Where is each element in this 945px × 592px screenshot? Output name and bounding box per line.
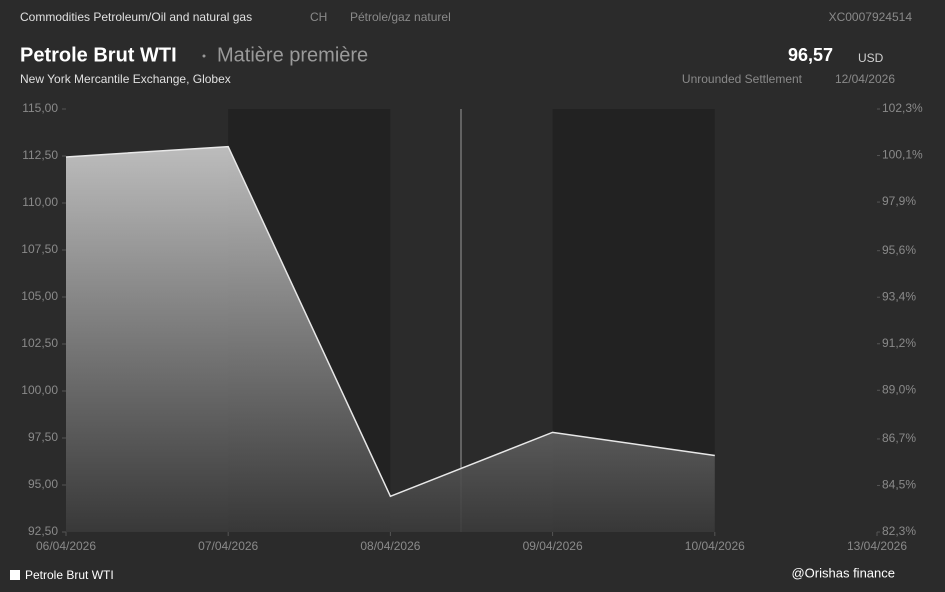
watermark: @Orishas finance [791,565,895,580]
y-tick-label: 100,00 [21,383,58,397]
country: CH [310,10,327,24]
y-tick-label: 112,50 [22,148,58,162]
y2-tick-label: 84,5% [882,478,916,492]
y2-tick-label: 89,0% [882,382,916,396]
exchange: New York Mercantile Exchange, Globex [20,72,231,86]
isin: XC0007924514 [829,10,913,24]
y2-tick-label: 93,4% [882,289,916,303]
asset-class: Matière première [217,44,368,66]
area [66,146,715,532]
chart-title: Petrole Brut WTI [20,44,177,66]
y2-tick-label: 102,3% [882,101,923,115]
x-tick-label: 09/04/2026 [523,539,583,553]
y-tick-label: 95,00 [28,477,58,491]
y2-tick-label: 86,7% [882,431,916,445]
day-band [714,109,877,532]
category: Pétrole/gaz naturel [350,10,451,24]
x-tick-label: 07/04/2026 [198,539,258,553]
price: 96,57 [788,45,833,65]
x-tick-label: 06/04/2026 [36,539,96,553]
y-tick-label: 105,00 [21,289,58,303]
y-tick-label: 97,50 [28,430,58,444]
y2-tick-label: 97,9% [882,194,916,208]
line [65,145,715,498]
x-tick-label: 13/04/2026 [847,539,907,553]
sector: Commodities Petroleum/Oil and natural ga… [20,10,252,24]
legend-label: Petrole Brut WTI [25,568,114,582]
y-tick-label: 102,50 [21,336,58,350]
y-tick-label: 115,00 [22,101,58,115]
x-tick-label: 10/04/2026 [685,539,745,553]
y2-tick-label: 100,1% [882,148,923,162]
currency: USD [858,51,884,65]
date: 12/04/2026 [835,72,895,86]
y-tick-label: 110,00 [22,195,58,209]
y2-tick-label: 82,3% [882,524,916,538]
y2-tick-label: 95,6% [882,243,916,257]
y2-tick-label: 91,2% [882,336,916,350]
y-tick-label: 92,50 [28,524,58,538]
x-tick-label: 08/04/2026 [360,539,420,553]
legend-swatch [10,570,20,580]
separator [202,54,206,58]
y-tick-label: 107,50 [21,242,58,256]
price-type: Unrounded Settlement [682,72,803,86]
